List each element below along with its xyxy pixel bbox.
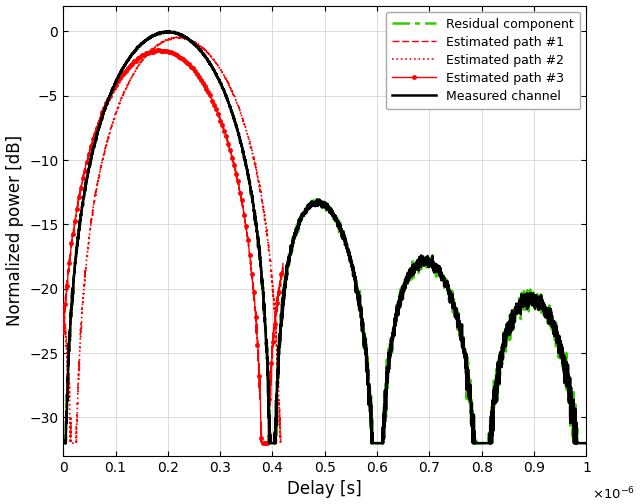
Measured channel bbox=[566, 389, 574, 395]
Measured channel bbox=[60, 440, 67, 446]
Measured channel bbox=[541, 302, 548, 308]
Legend: Residual component, Estimated path #1, Estimated path #2, Estimated path #3, Mea: Residual component, Estimated path #1, E… bbox=[386, 12, 580, 109]
Estimated path #2 bbox=[279, 440, 287, 446]
Residual component bbox=[582, 440, 590, 446]
Measured channel bbox=[308, 199, 316, 205]
Estimated path #2 bbox=[122, 86, 130, 92]
X-axis label: Delay [s]: Delay [s] bbox=[287, 480, 362, 498]
Residual component bbox=[308, 198, 316, 204]
Residual component bbox=[166, 28, 173, 34]
Estimated path #1 bbox=[60, 440, 67, 446]
Measured channel bbox=[440, 277, 447, 283]
Residual component bbox=[279, 294, 287, 300]
Y-axis label: Normalized power [dB]: Normalized power [dB] bbox=[6, 135, 24, 327]
Measured channel bbox=[582, 440, 590, 446]
Line: Measured channel: Measured channel bbox=[63, 31, 586, 443]
Line: Estimated path #1: Estimated path #1 bbox=[63, 31, 283, 443]
Estimated path #3 bbox=[258, 440, 266, 446]
Estimated path #2 bbox=[67, 440, 74, 446]
Estimated path #3 bbox=[207, 94, 214, 100]
Estimated path #3 bbox=[156, 46, 164, 52]
Line: Residual component: Residual component bbox=[63, 31, 586, 443]
Estimated path #3 bbox=[78, 179, 86, 185]
Estimated path #2 bbox=[143, 52, 150, 58]
Estimated path #1 bbox=[207, 61, 214, 68]
Estimated path #2 bbox=[139, 57, 147, 63]
Estimated path #3 bbox=[122, 68, 130, 74]
Estimated path #2 bbox=[79, 303, 86, 309]
Estimated path #1 bbox=[78, 202, 86, 208]
Estimated path #2 bbox=[160, 38, 168, 44]
Estimated path #3 bbox=[279, 261, 287, 267]
Estimated path #2 bbox=[207, 52, 214, 58]
Estimated path #1 bbox=[160, 30, 168, 36]
Residual component bbox=[566, 385, 574, 391]
Estimated path #1 bbox=[163, 28, 171, 34]
Estimated path #1 bbox=[122, 60, 130, 67]
Estimated path #3 bbox=[143, 50, 150, 56]
Estimated path #2 bbox=[172, 34, 180, 40]
Estimated path #1 bbox=[138, 41, 146, 47]
Estimated path #1 bbox=[143, 37, 150, 43]
Estimated path #3 bbox=[138, 52, 146, 58]
Measured channel bbox=[284, 260, 291, 266]
Estimated path #3 bbox=[160, 47, 168, 53]
Residual component bbox=[440, 278, 447, 284]
Residual component bbox=[541, 303, 548, 309]
Estimated path #1 bbox=[279, 303, 287, 309]
Text: $\times10^{-6}$: $\times10^{-6}$ bbox=[591, 485, 635, 502]
Measured channel bbox=[166, 28, 173, 34]
Estimated path #3 bbox=[60, 329, 67, 335]
Measured channel bbox=[279, 295, 287, 301]
Line: Estimated path #3: Estimated path #3 bbox=[61, 47, 285, 445]
Estimated path #2 bbox=[60, 312, 67, 318]
Residual component bbox=[284, 261, 291, 267]
Residual component bbox=[60, 440, 67, 446]
Line: Estimated path #2: Estimated path #2 bbox=[63, 37, 283, 443]
